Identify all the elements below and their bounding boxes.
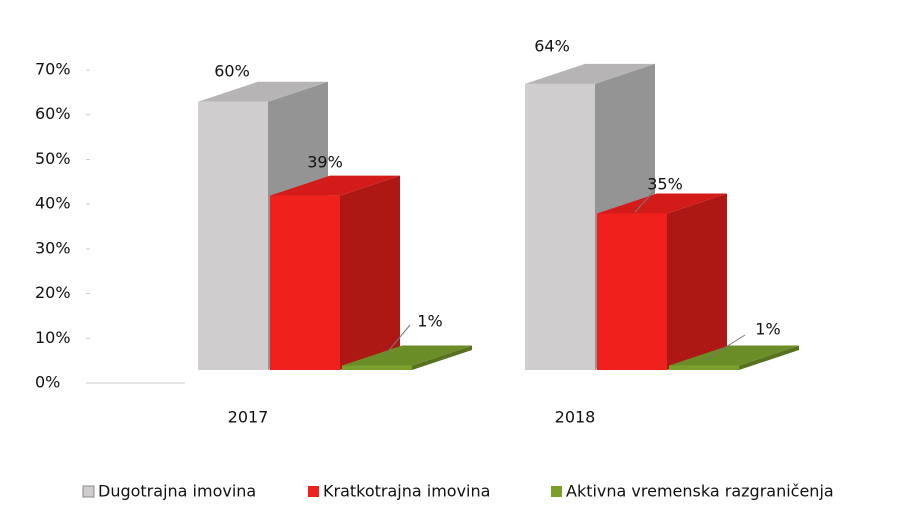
bar-front — [669, 365, 739, 370]
y-tick-label: 0% — [35, 373, 60, 392]
data-label: 60% — [214, 62, 250, 81]
x-tick-label: 2017 — [228, 408, 269, 427]
legend-marker — [82, 485, 95, 498]
data-label: 1% — [417, 312, 442, 331]
legend-marker — [308, 486, 319, 497]
y-tick-label: 40% — [35, 194, 71, 213]
bar-side — [667, 193, 727, 370]
bar-front — [597, 213, 667, 370]
legend-label: Kratkotrajna imovina — [323, 482, 490, 501]
y-tick-label: 60% — [35, 104, 71, 123]
bar-side — [340, 175, 400, 370]
leader-line — [704, 334, 746, 361]
data-label: 35% — [647, 175, 683, 194]
bar-top — [669, 345, 799, 366]
bar-top — [270, 175, 400, 196]
y-tick-label: 20% — [35, 283, 71, 302]
bar-top — [597, 193, 727, 214]
legend-label: Aktivna vremenska razgraničenja — [566, 482, 834, 501]
x-tick-label: 2018 — [555, 408, 596, 427]
bar-side — [412, 345, 472, 370]
bar-top — [525, 63, 655, 84]
bar-front — [198, 101, 268, 370]
leader-line — [634, 189, 656, 213]
legend-label: Dugotrajna imovina — [98, 482, 256, 501]
bar-front — [270, 195, 340, 370]
leader-line — [384, 324, 411, 356]
legend-marker — [551, 486, 562, 497]
y-tick-label: 70% — [35, 60, 71, 79]
y-tick-label: 10% — [35, 328, 71, 347]
data-label: 39% — [307, 153, 343, 172]
data-label: 1% — [755, 320, 780, 339]
y-tick-label: 30% — [35, 238, 71, 257]
bar-front — [525, 83, 595, 370]
bar-front — [342, 365, 412, 370]
y-tick-label: 50% — [35, 149, 71, 168]
bar-top — [342, 345, 472, 366]
data-label: 64% — [534, 37, 570, 56]
bar-side — [739, 345, 799, 370]
bar-top — [198, 81, 328, 102]
